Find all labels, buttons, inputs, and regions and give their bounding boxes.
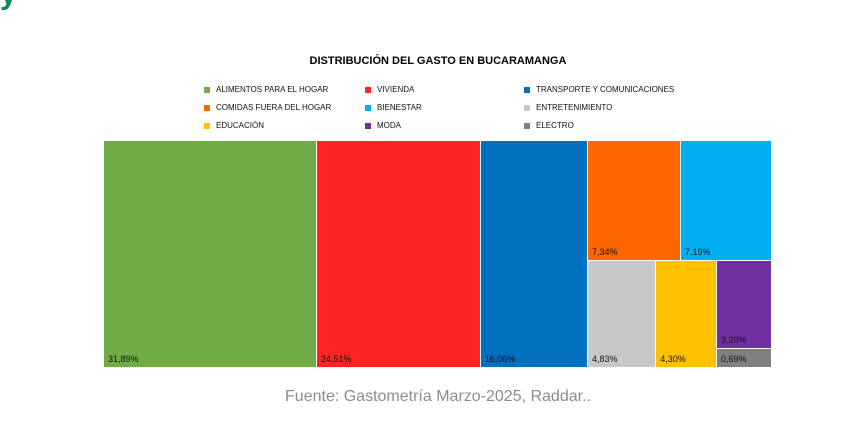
data-label-alimentos: 31,89% [108,354,139,364]
legend-swatch [204,104,210,111]
treemap-cell-vivienda: 24,51% [317,141,481,368]
legend-label: VIVIENDA [377,85,415,94]
legend-label: COMIDAS FUERA DEL HOGAR [216,103,332,112]
data-label-educacion: 4,30% [660,353,686,364]
legend-label: BIENESTAR [377,103,422,112]
legend-item-bienestar: BIENESTAR [365,103,422,112]
legend-label: MODA [377,121,401,130]
legend-swatch [204,86,210,93]
legend-label: EDUCACIÓN [216,121,265,130]
legend-item-transporte: TRANSPORTE Y COMUNICACIONES [524,85,674,94]
treemap-cell-alimentos: 31,89% [104,141,317,368]
legend-item-educacion: EDUCACIÓN [204,121,264,130]
legend-item-electro: ELECTRO [524,121,574,130]
legend-swatch [524,86,530,93]
data-label-comidas: 7,34% [591,246,618,257]
legend-swatch [524,104,530,111]
data-label-electro: 0,69% [721,353,747,364]
legend-swatch [365,86,371,93]
data-label-entretenimiento: 4,83% [591,353,618,364]
legend-swatch [365,104,371,111]
data-label-transporte: 16,06% [484,354,516,364]
legend-item-comidas: COMIDAS FUERA DEL HOGAR [204,103,331,112]
legend-item-moda: MODA [365,121,401,130]
treemap-cell-electro: 0,69% [717,348,772,368]
legend-label: TRANSPORTE Y COMUNICACIONES [536,85,675,94]
data-label-moda: 3,20% [721,334,747,345]
treemap-cell-comidas: 7,34% [587,141,681,261]
data-label-bienestar: 7,19% [684,246,711,257]
treemap-cell-moda: 3,20% [717,260,772,349]
treemap-cell-educacion: 4,30% [656,260,717,368]
chart-title: DISTRIBUCIÓN DEL GASTO EN BUCARAMANGA [309,55,567,67]
page-title-partial: y [0,0,17,12]
treemap-cell-bienestar: 7,19% [680,141,772,261]
legend-label: ENTRETENIMIENTO [536,103,613,112]
treemap-cell-transporte: 16,06% [480,141,588,368]
legend-item-alimentos: ALIMENTOS PARA EL HOGAR [204,85,328,94]
treemap-cell-entretenimiento: 4,83% [587,260,657,368]
legend-swatch [524,122,530,129]
legend-label: ELECTRO [536,121,574,130]
legend-label: ALIMENTOS PARA EL HOGAR [216,85,329,94]
legend-item-entretenimiento: ENTRETENIMIENTO [524,103,612,112]
legend-swatch [365,122,371,129]
legend-swatch [204,122,210,129]
data-label-vivienda: 24,51% [321,354,352,364]
legend-item-vivienda: VIVIENDA [365,85,414,94]
source-note: Fuente: Gastometría Marzo-2025, Raddar.. [285,388,591,405]
